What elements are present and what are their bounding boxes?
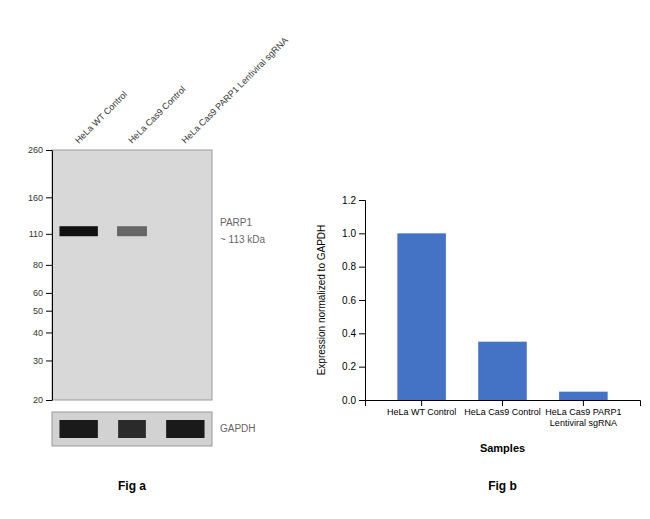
tick-label: 260 bbox=[28, 145, 43, 155]
tick-label: 60 bbox=[33, 288, 43, 298]
tick-label: 0.2 bbox=[342, 361, 356, 372]
tick: 260 bbox=[28, 145, 52, 155]
tick-mark bbox=[359, 233, 365, 234]
tick: 0.8 bbox=[342, 261, 365, 272]
tick-label: 1.2 bbox=[342, 195, 356, 206]
bar-panel: 0.00.20.40.60.81.01.2HeLa WT ControlHeLa… bbox=[316, 195, 641, 493]
tick: HeLa WT Control bbox=[387, 400, 456, 417]
tick-label: 80 bbox=[33, 260, 43, 270]
title: Fig b bbox=[488, 479, 517, 493]
tick-mark bbox=[46, 293, 52, 294]
tick: 0.0 bbox=[342, 395, 365, 406]
tick: 30 bbox=[33, 356, 52, 366]
y-axis: 260 160 110 80 60 50 40 30 20 bbox=[28, 145, 53, 405]
tick-label: 50 bbox=[33, 306, 43, 316]
tick-mark bbox=[46, 197, 52, 198]
band bbox=[59, 226, 97, 236]
tick: 110 bbox=[29, 229, 52, 239]
tick-mark bbox=[46, 332, 52, 333]
tick: 80 bbox=[33, 260, 52, 270]
tick: 0.2 bbox=[342, 361, 365, 372]
blot-strip-background bbox=[52, 412, 212, 446]
tick: 60 bbox=[33, 288, 52, 298]
tick-mark bbox=[46, 150, 52, 151]
tick-label: 20 bbox=[33, 395, 43, 405]
lane-label: HeLa WT Control bbox=[73, 89, 129, 145]
bar bbox=[397, 233, 446, 400]
tick: HeLa Cas9 Control bbox=[464, 400, 541, 417]
band-label: PARP1 bbox=[220, 217, 252, 228]
tick-mark bbox=[359, 200, 365, 201]
tick-label: 30 bbox=[33, 356, 43, 366]
tick-mark bbox=[46, 400, 52, 401]
annotation: ~ 113 kDa bbox=[220, 234, 266, 245]
tick-label: 1.0 bbox=[342, 228, 356, 239]
tick: 0.6 bbox=[342, 295, 365, 306]
tick-mark bbox=[359, 367, 365, 368]
band bbox=[59, 420, 97, 438]
bar bbox=[478, 342, 527, 400]
tick: 160 bbox=[28, 193, 52, 203]
axis-line bbox=[359, 201, 366, 401]
axis-title: Expression normalized to GAPDH bbox=[316, 225, 327, 376]
axis-line bbox=[52, 151, 53, 401]
tick: 20 bbox=[33, 395, 52, 405]
tick-mark bbox=[46, 311, 52, 312]
tick-label: 0.4 bbox=[342, 328, 356, 339]
tick-mark bbox=[359, 267, 365, 268]
axis-line bbox=[366, 401, 641, 407]
tick-label: 0.8 bbox=[342, 261, 356, 272]
tick-label: 110 bbox=[29, 229, 43, 239]
band bbox=[117, 226, 147, 236]
lane-label: HeLa Cas9 PARP1 Lentiviral sgRNA bbox=[180, 35, 290, 145]
tick: 1.2 bbox=[342, 195, 365, 206]
tick-mark bbox=[46, 360, 52, 361]
tick-mark bbox=[46, 265, 52, 266]
band bbox=[118, 420, 146, 438]
tick: 0.4 bbox=[342, 328, 365, 339]
y-axis: 0.0 0.2 0.4 0.6 0.8 1.0 1.2 bbox=[342, 195, 365, 406]
tick-mark bbox=[583, 400, 584, 406]
tick-label: 0.6 bbox=[342, 295, 356, 306]
tick-mark bbox=[359, 300, 365, 301]
title: Fig a bbox=[118, 479, 146, 493]
tick-label: HeLa WT Control bbox=[387, 407, 456, 417]
axis-title: Samples bbox=[480, 442, 525, 454]
tick-label: HeLa Cas9 PARP1Lentiviral sgRNA bbox=[545, 407, 621, 427]
figure: 260160110806050403020HeLa WT ControlHeLa… bbox=[0, 0, 650, 519]
tick-mark bbox=[502, 400, 503, 406]
tick-label: 160 bbox=[28, 193, 43, 203]
x-axis: HeLa WT Control HeLa Cas9 Control HeLa Cas… bbox=[366, 400, 641, 428]
tick-mark bbox=[359, 400, 365, 401]
tick-label: HeLa Cas9 Control bbox=[464, 407, 541, 417]
bar bbox=[559, 392, 608, 400]
tick-mark bbox=[421, 400, 422, 406]
tick-mark bbox=[359, 333, 365, 334]
tick: 50 bbox=[33, 306, 52, 316]
tick-label: 40 bbox=[33, 328, 43, 338]
tick: HeLa Cas9 PARP1Lentiviral sgRNA bbox=[545, 400, 621, 428]
tick-label: 0.0 bbox=[342, 395, 356, 406]
blot-background bbox=[52, 150, 212, 400]
band-label: GAPDH bbox=[220, 423, 256, 434]
bars bbox=[397, 233, 607, 400]
blot-panel: 260160110806050403020HeLa WT ControlHeLa… bbox=[28, 35, 290, 493]
tick-mark bbox=[46, 234, 52, 235]
tick: 40 bbox=[33, 328, 52, 338]
tick: 1.0 bbox=[342, 228, 365, 239]
bands bbox=[59, 226, 146, 236]
lane-label: HeLa Cas9 Control bbox=[126, 84, 187, 145]
band bbox=[166, 420, 204, 438]
